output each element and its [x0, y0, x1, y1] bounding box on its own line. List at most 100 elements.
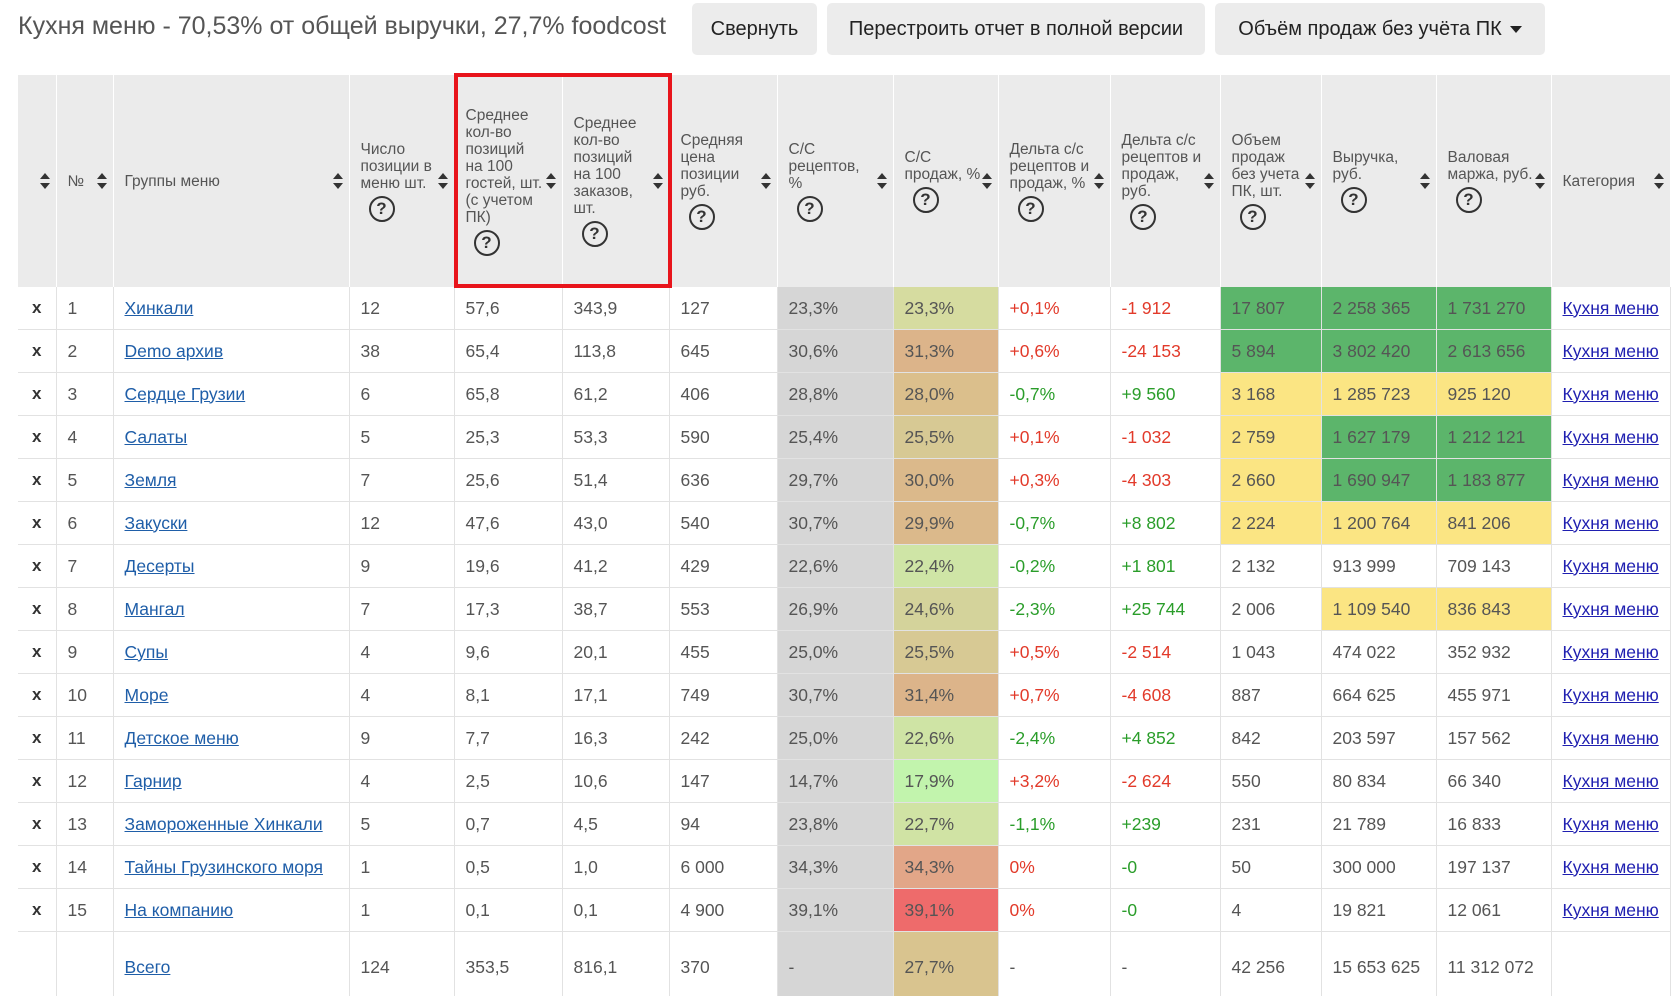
- group-link[interactable]: Закуски: [125, 513, 188, 533]
- rebuild-report-button[interactable]: Перестроить отчет в полной версии: [827, 3, 1205, 55]
- sort-icon[interactable]: [1204, 173, 1214, 189]
- help-icon[interactable]: ?: [582, 221, 608, 247]
- help-icon[interactable]: ?: [913, 187, 939, 213]
- sort-icon[interactable]: [438, 173, 448, 189]
- remove-row-button[interactable]: x: [18, 416, 56, 459]
- category-link[interactable]: Кухня меню: [1563, 900, 1659, 920]
- remove-row-button[interactable]: x: [18, 846, 56, 889]
- sort-icon[interactable]: [1305, 173, 1315, 189]
- remove-row-button[interactable]: x: [18, 631, 56, 674]
- category-link[interactable]: Кухня меню: [1563, 814, 1659, 834]
- group-link[interactable]: Десерты: [125, 556, 195, 576]
- group-link[interactable]: Хинкали: [125, 298, 194, 318]
- remove-row-button[interactable]: x: [18, 889, 56, 932]
- sort-icon[interactable]: [1420, 173, 1430, 189]
- group-link[interactable]: Замороженные Хинкали: [125, 814, 323, 834]
- remove-row-button[interactable]: x: [18, 545, 56, 588]
- remove-row-button[interactable]: x: [18, 373, 56, 416]
- sales-mode-dropdown[interactable]: Объём продаж без учёта ПК: [1215, 3, 1545, 55]
- help-icon[interactable]: ?: [1456, 187, 1482, 213]
- column-header-4[interactable]: Среднее кол-во позиций на 100 гостей, шт…: [454, 75, 562, 287]
- remove-row-button[interactable]: x: [18, 674, 56, 717]
- column-header-5[interactable]: Среднее кол-во позиций на 100 заказов, ш…: [562, 75, 669, 287]
- category-link[interactable]: Кухня меню: [1563, 341, 1659, 361]
- sort-icon[interactable]: [982, 173, 992, 189]
- total-link[interactable]: Всего: [125, 957, 171, 977]
- column-header-9[interactable]: Дельта с/с рецептов и продаж, %?: [998, 75, 1110, 287]
- column-header-6[interactable]: Средняя цена позиции руб.?: [669, 75, 777, 287]
- sort-icon[interactable]: [761, 173, 771, 189]
- sort-icon[interactable]: [1094, 173, 1104, 189]
- column-header-2[interactable]: Группы меню: [113, 75, 349, 287]
- category-link[interactable]: Кухня меню: [1563, 642, 1659, 662]
- column-header-0[interactable]: [18, 75, 56, 287]
- group-link[interactable]: Море: [125, 685, 169, 705]
- help-icon[interactable]: ?: [797, 196, 823, 222]
- remove-row-button[interactable]: x: [18, 287, 56, 330]
- group-link[interactable]: Гарнир: [125, 771, 182, 791]
- sort-icon[interactable]: [653, 173, 663, 189]
- row-number: 10: [56, 674, 113, 717]
- column-header-11[interactable]: Объем продаж без учета ПК, шт.?: [1220, 75, 1321, 287]
- collapse-button[interactable]: Свернуть: [692, 3, 817, 55]
- row-number: 1: [56, 287, 113, 330]
- delta-pct-cell: -0,2%: [998, 545, 1110, 588]
- column-header-7[interactable]: С/С рецептов, %?: [777, 75, 893, 287]
- remove-row-button[interactable]: x: [18, 459, 56, 502]
- column-header-8[interactable]: С/С продаж, %?: [893, 75, 998, 287]
- help-icon[interactable]: ?: [474, 230, 500, 256]
- remove-row-button[interactable]: x: [18, 760, 56, 803]
- help-icon[interactable]: ?: [1341, 187, 1367, 213]
- delta-rub-cell: -0: [1110, 889, 1220, 932]
- column-header-13[interactable]: Валовая маржа, руб.?: [1436, 75, 1551, 287]
- category-link[interactable]: Кухня меню: [1563, 470, 1659, 490]
- group-link[interactable]: Супы: [125, 642, 168, 662]
- category-link[interactable]: Кухня меню: [1563, 771, 1659, 791]
- category-link[interactable]: Кухня меню: [1563, 857, 1659, 877]
- sort-icon[interactable]: [333, 173, 343, 189]
- remove-row-button[interactable]: x: [18, 330, 56, 373]
- group-link[interactable]: Мангал: [125, 599, 185, 619]
- help-icon[interactable]: ?: [1018, 196, 1044, 222]
- remove-row-button[interactable]: x: [18, 803, 56, 846]
- group-link[interactable]: Салаты: [125, 427, 188, 447]
- sort-icon[interactable]: [877, 173, 887, 189]
- remove-row-button[interactable]: x: [18, 588, 56, 631]
- group-link[interactable]: Детское меню: [125, 728, 239, 748]
- column-header-10[interactable]: Дельта с/с рецептов и продаж, руб.?: [1110, 75, 1220, 287]
- category-link[interactable]: Кухня меню: [1563, 728, 1659, 748]
- help-icon[interactable]: ?: [689, 204, 715, 230]
- category-link[interactable]: Кухня меню: [1563, 599, 1659, 619]
- category-link[interactable]: Кухня меню: [1563, 685, 1659, 705]
- sales-cost-cell: 30,0%: [893, 459, 998, 502]
- column-header-12[interactable]: Выручка, руб.?: [1321, 75, 1436, 287]
- help-icon[interactable]: ?: [1130, 204, 1156, 230]
- category-link[interactable]: Кухня меню: [1563, 384, 1659, 404]
- category-link[interactable]: Кухня меню: [1563, 556, 1659, 576]
- group-link[interactable]: Demo архив: [125, 341, 224, 361]
- menu-count-cell: 12: [349, 502, 454, 545]
- group-link[interactable]: Земля: [125, 470, 177, 490]
- category-link[interactable]: Кухня меню: [1563, 298, 1659, 318]
- sort-icon[interactable]: [1535, 173, 1545, 189]
- category-cell: Кухня меню: [1551, 889, 1670, 932]
- sort-icon[interactable]: [40, 173, 50, 189]
- sort-icon[interactable]: [1654, 173, 1664, 189]
- group-name-cell: Море: [113, 674, 349, 717]
- column-header-14[interactable]: Категория: [1551, 75, 1670, 287]
- group-link[interactable]: На компанию: [125, 900, 234, 920]
- row-number: 12: [56, 760, 113, 803]
- group-link[interactable]: Сердце Грузии: [125, 384, 246, 404]
- remove-row-button[interactable]: x: [18, 717, 56, 760]
- remove-row-button[interactable]: x: [18, 502, 56, 545]
- sort-icon[interactable]: [97, 173, 107, 189]
- help-icon[interactable]: ?: [369, 196, 395, 222]
- column-header-3[interactable]: Число позиции в меню шт.?: [349, 75, 454, 287]
- group-link[interactable]: Тайны Грузинского моря: [125, 857, 323, 877]
- category-link[interactable]: Кухня меню: [1563, 513, 1659, 533]
- sort-icon[interactable]: [546, 173, 556, 189]
- help-icon[interactable]: ?: [1240, 204, 1266, 230]
- category-link[interactable]: Кухня меню: [1563, 427, 1659, 447]
- column-header-1[interactable]: №: [56, 75, 113, 287]
